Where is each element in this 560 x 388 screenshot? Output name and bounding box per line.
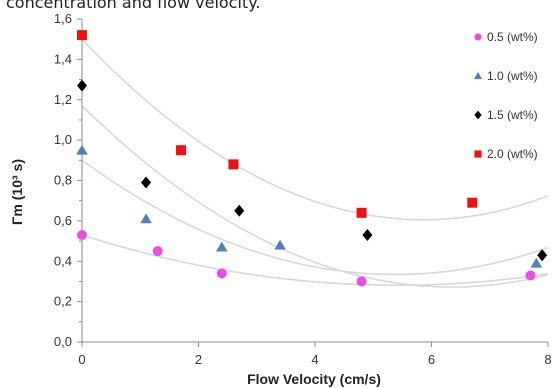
data-point [77, 30, 87, 41]
legend-label: 2.0 (wt%) [487, 147, 538, 161]
data-point [76, 144, 88, 155]
legend: 0.5 (wt%) 1.0 (wt%) 1.5 (wt%) 2.0 (wt%) [473, 30, 538, 161]
data-point [530, 257, 543, 268]
data-point [525, 270, 536, 281]
data-point [176, 145, 187, 156]
data-point [228, 159, 239, 170]
data-point [141, 176, 152, 189]
x-tick-label: 2 [195, 352, 202, 367]
y-tick-label: 0,8 [54, 173, 72, 188]
y-tick-label: 1,0 [54, 132, 72, 147]
y-tick-label: 0,6 [54, 213, 72, 228]
legend-marker [473, 72, 483, 80]
data-point [77, 230, 87, 241]
data-points [76, 30, 548, 287]
data-point [234, 204, 245, 217]
x-tick-label: 4 [311, 352, 318, 367]
trendlines [81, 38, 549, 288]
legend-marker [474, 110, 482, 120]
data-point [152, 246, 163, 257]
data-point [537, 249, 548, 262]
y-tick-label: 1,4 [54, 51, 72, 66]
y-tick-label: 0,0 [54, 334, 72, 349]
data-point [356, 207, 367, 218]
data-point [216, 241, 228, 252]
y-tick-label: 1,2 [54, 92, 72, 107]
trendline [81, 159, 549, 276]
legend-marker [474, 150, 482, 158]
x-tick-label: 8 [544, 352, 551, 367]
data-point [356, 276, 367, 287]
legend-label: 1.5 (wt%) [487, 108, 538, 122]
trendline [81, 38, 549, 221]
data-point [77, 79, 87, 92]
legend-label: 0.5 (wt%) [487, 30, 538, 44]
data-point [467, 197, 478, 208]
figure-caption: concentration and flow velocity. [6, 0, 260, 12]
trendline [81, 234, 549, 287]
trendline [81, 105, 549, 288]
x-axis-title: Flow Velocity (cm/s) [247, 371, 381, 387]
axes: 0,0 0,2 0,4 0,6 0,8 1,0 1,2 1,4 1,6 0 2 4 6 8 [54, 11, 552, 367]
data-point [362, 229, 373, 242]
y-tick-label: 0,2 [54, 294, 72, 309]
data-point [140, 213, 152, 224]
x-tick-label: 0 [78, 352, 85, 367]
y-axis-title: Γm (10³ s) [9, 159, 25, 225]
y-tick-label: 1,6 [54, 11, 72, 26]
data-point [274, 239, 286, 250]
x-tick-label: 6 [428, 352, 435, 367]
legend-label: 1.0 (wt%) [487, 69, 538, 83]
legend-marker [474, 33, 482, 41]
y-tick-label: 0,4 [54, 253, 72, 268]
data-point [216, 268, 227, 279]
